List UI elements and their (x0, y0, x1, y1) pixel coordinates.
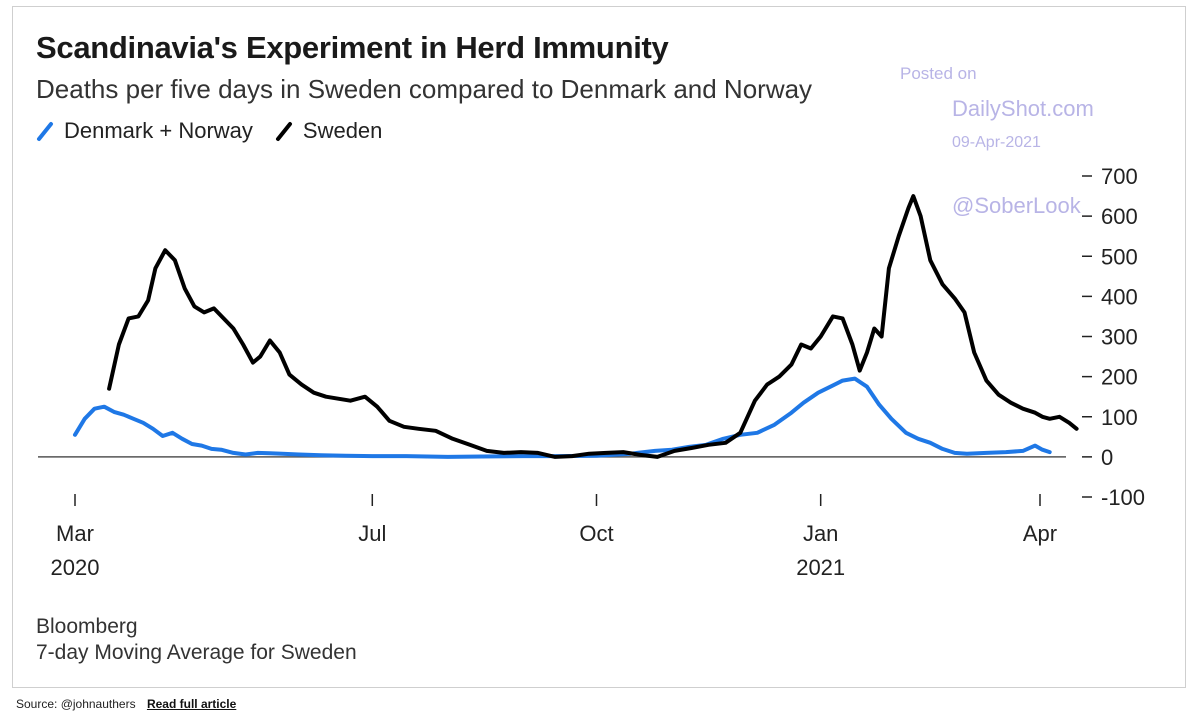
y-tick-label: 200 (1101, 365, 1138, 390)
x-tick-label: Jul (358, 521, 386, 546)
watermark-date: 09-Apr-2021 (952, 134, 1041, 151)
footer-source: Source: @johnauthers (16, 697, 136, 711)
y-tick-label: 300 (1101, 325, 1138, 350)
legend-swatch-denmark-norway (37, 122, 53, 141)
y-tick-label: 400 (1101, 284, 1138, 309)
source-name: Bloomberg (36, 615, 138, 638)
legend-item-sweden: Sweden (275, 118, 383, 144)
legend-item-denmark-norway: Denmark + Norway (36, 118, 253, 144)
watermark-posted-on: Posted on (900, 64, 977, 83)
y-tick-label: 0 (1101, 445, 1113, 470)
series-line-denmark-norway (73, 376, 1052, 459)
x-tick-year-label: 2020 (51, 555, 100, 580)
page-footer: Source: @johnauthers Read full article (16, 697, 236, 711)
y-tick-label: 600 (1101, 204, 1138, 229)
watermark-handle: @SoberLook (952, 193, 1081, 218)
y-tick-label: 700 (1101, 164, 1138, 189)
source-note: 7-day Moving Average for Sweden (36, 641, 357, 664)
y-tick-label: 500 (1101, 244, 1138, 269)
legend-swatch-sweden (275, 122, 292, 141)
x-tick-year-label: 2021 (796, 555, 845, 580)
chart-subtitle: Deaths per five days in Sweden compared … (36, 74, 813, 104)
legend-label-sweden: Sweden (302, 118, 383, 143)
x-tick-label: Jan (803, 521, 838, 546)
y-tick-label: 100 (1101, 405, 1138, 430)
chart-title: Scandinavia's Experiment in Herd Immunit… (36, 30, 669, 65)
chart-legend: Denmark + Norway Sweden (36, 118, 404, 144)
x-tick-label: Apr (1023, 521, 1057, 546)
x-tick-label: Oct (579, 521, 613, 546)
chart-source: Bloomberg 7-day Moving Average for Swede… (36, 614, 357, 666)
watermark-site: DailyShot.com (952, 96, 1094, 121)
read-full-article-link[interactable]: Read full article (146, 697, 237, 711)
chart-card (12, 6, 1186, 688)
legend-label-denmark-norway: Denmark + Norway (64, 118, 253, 143)
x-tick-label: Mar (56, 521, 94, 546)
y-tick-label: -100 (1101, 485, 1145, 510)
series-line-sweden (107, 194, 1079, 459)
